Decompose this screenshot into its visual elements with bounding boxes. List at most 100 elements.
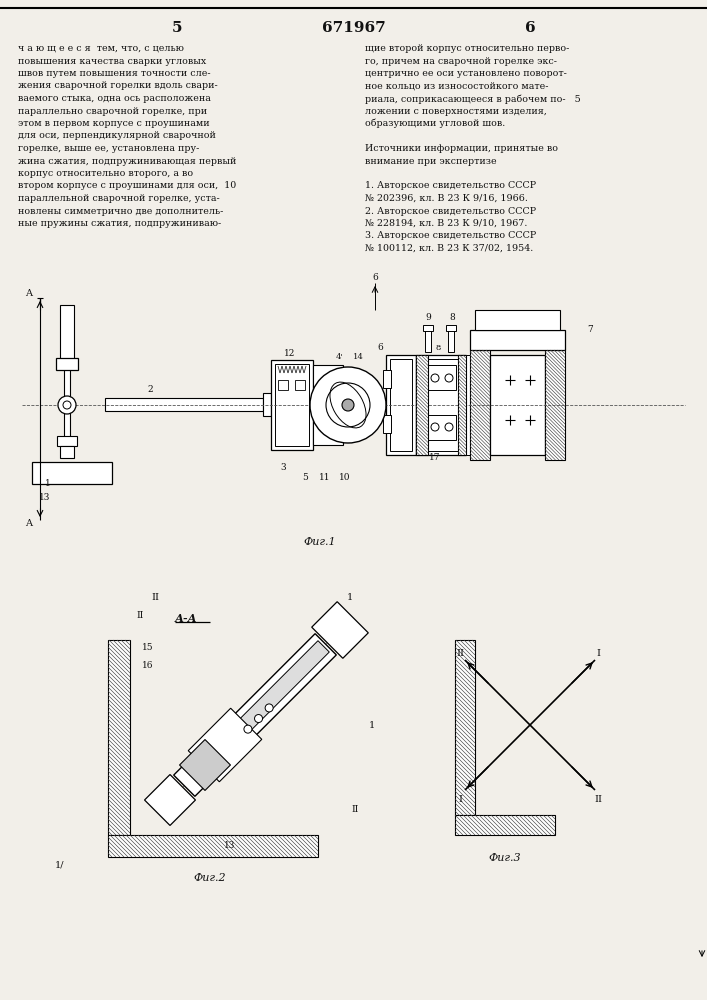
Circle shape — [431, 423, 439, 431]
Text: корпус относительно второго, а во: корпус относительно второго, а во — [18, 169, 193, 178]
Text: 13: 13 — [224, 840, 235, 850]
Bar — [64, 365, 70, 445]
Bar — [455, 640, 475, 815]
Bar — [60, 305, 74, 365]
Text: образующими угловой шов.: образующими угловой шов. — [365, 119, 506, 128]
Bar — [57, 436, 77, 446]
Text: втором корпусе с проушинами для оси,  10: втором корпусе с проушинами для оси, 10 — [18, 182, 236, 190]
Text: II: II — [136, 610, 144, 619]
Text: 17: 17 — [429, 454, 440, 462]
Text: жения сварочной горелки вдоль свари-: жения сварочной горелки вдоль свари- — [18, 82, 218, 91]
Bar — [470, 350, 490, 460]
Bar — [448, 330, 454, 352]
Text: параллельной сварочной горелке, уста-: параллельной сварочной горелке, уста- — [18, 194, 220, 203]
Bar — [428, 365, 456, 390]
Circle shape — [63, 401, 71, 409]
Text: 1/: 1/ — [55, 860, 65, 869]
Circle shape — [445, 374, 453, 382]
Polygon shape — [174, 634, 337, 796]
Bar — [105, 398, 263, 411]
Text: 7: 7 — [587, 326, 593, 334]
Text: I: I — [596, 648, 600, 658]
Text: 1: 1 — [347, 593, 353, 602]
Text: № 100112, кл. В 23 К 37/02, 1954.: № 100112, кл. В 23 К 37/02, 1954. — [365, 244, 533, 253]
Bar — [295, 380, 305, 390]
Bar — [545, 350, 565, 460]
Text: II: II — [594, 796, 602, 804]
Text: параллельно сварочной горелке, при: параллельно сварочной горелке, при — [18, 106, 207, 115]
Bar — [455, 815, 555, 835]
Text: № 228194, кл. В 23 К 9/10, 1967.: № 228194, кл. В 23 К 9/10, 1967. — [365, 219, 527, 228]
Bar — [423, 325, 433, 331]
Bar — [32, 462, 112, 484]
Text: для оси, перпендикулярной сварочной: для оси, перпендикулярной сварочной — [18, 131, 216, 140]
Text: 9: 9 — [425, 314, 431, 322]
Text: 1. Авторское свидетельство СССР: 1. Авторское свидетельство СССР — [365, 182, 536, 190]
Text: центрично ее оси установлено поворот-: центрично ее оси установлено поворот- — [365, 69, 567, 78]
Text: 671967: 671967 — [322, 21, 385, 35]
Text: внимание при экспертизе: внимание при экспертизе — [365, 156, 496, 165]
Bar — [275, 364, 309, 446]
Text: I: I — [458, 796, 462, 804]
Bar — [383, 415, 391, 433]
Circle shape — [244, 725, 252, 733]
Text: A: A — [25, 520, 33, 528]
Circle shape — [310, 367, 386, 443]
Circle shape — [431, 374, 439, 382]
Bar — [263, 393, 271, 416]
Text: 15: 15 — [142, 644, 154, 652]
Text: 6: 6 — [525, 21, 536, 35]
Text: риала, соприкасающееся в рабочем по-   5: риала, соприкасающееся в рабочем по- 5 — [365, 94, 580, 104]
Text: жина сжатия, подпружинивающая первый: жина сжатия, подпружинивающая первый — [18, 156, 236, 165]
Text: ваемого стыка, одна ось расположена: ваемого стыка, одна ось расположена — [18, 94, 211, 103]
Text: го, причем на сварочной горелке экс-: го, причем на сварочной горелке экс- — [365, 56, 557, 66]
Polygon shape — [312, 602, 368, 658]
Text: 8: 8 — [436, 344, 440, 352]
Bar — [420, 359, 462, 451]
Text: II: II — [351, 806, 358, 814]
Text: ные пружины сжатия, подпружиниваю-: ные пружины сжатия, подпружиниваю- — [18, 219, 221, 228]
Bar — [466, 355, 470, 455]
Text: 6: 6 — [377, 344, 383, 353]
Text: повышения качества сварки угловых: повышения качества сварки угловых — [18, 56, 206, 66]
Circle shape — [326, 383, 370, 427]
Text: этом в первом корпусе с проушинами: этом в первом корпусе с проушинами — [18, 119, 209, 128]
Text: 11: 11 — [320, 474, 331, 483]
Text: 13: 13 — [40, 493, 51, 502]
Text: ное кольцо из износостойкого мате-: ное кольцо из износостойкого мате- — [365, 82, 549, 91]
Text: 12: 12 — [284, 349, 296, 358]
Text: II: II — [456, 648, 464, 658]
Text: 1: 1 — [45, 479, 51, 488]
Bar — [416, 355, 428, 455]
Text: 8: 8 — [449, 314, 455, 322]
Text: 5: 5 — [172, 21, 182, 35]
Text: II: II — [151, 593, 159, 602]
Text: ложении с поверхностями изделия,: ложении с поверхностями изделия, — [365, 106, 547, 115]
Bar — [490, 355, 545, 455]
Bar — [470, 330, 565, 350]
Bar — [458, 355, 466, 455]
Circle shape — [255, 715, 262, 723]
Text: ч а ю щ е е с я  тем, что, с целью: ч а ю щ е е с я тем, что, с целью — [18, 44, 184, 53]
Bar — [446, 325, 456, 331]
Bar — [60, 446, 74, 458]
Bar — [425, 330, 431, 352]
Bar — [390, 359, 412, 451]
Bar — [475, 310, 560, 330]
Text: горелке, выше ее, установлена пру-: горелке, выше ее, установлена пру- — [18, 144, 199, 153]
Text: новлены симметрично две дополнитель-: новлены симметрично две дополнитель- — [18, 207, 223, 216]
Text: 16: 16 — [142, 660, 153, 670]
Bar — [313, 365, 343, 445]
Bar — [383, 370, 391, 388]
Polygon shape — [144, 775, 195, 825]
Bar — [416, 355, 466, 455]
Text: Фиг.1: Фиг.1 — [304, 537, 337, 547]
Text: Фиг.2: Фиг.2 — [194, 873, 226, 883]
Text: № 202396, кл. В 23 К 9/16, 1966.: № 202396, кл. В 23 К 9/16, 1966. — [365, 194, 528, 203]
Bar — [108, 835, 318, 857]
Text: 14: 14 — [353, 353, 363, 361]
Circle shape — [265, 704, 273, 712]
Bar — [428, 415, 456, 440]
Text: 1: 1 — [369, 720, 375, 730]
Polygon shape — [188, 708, 262, 782]
